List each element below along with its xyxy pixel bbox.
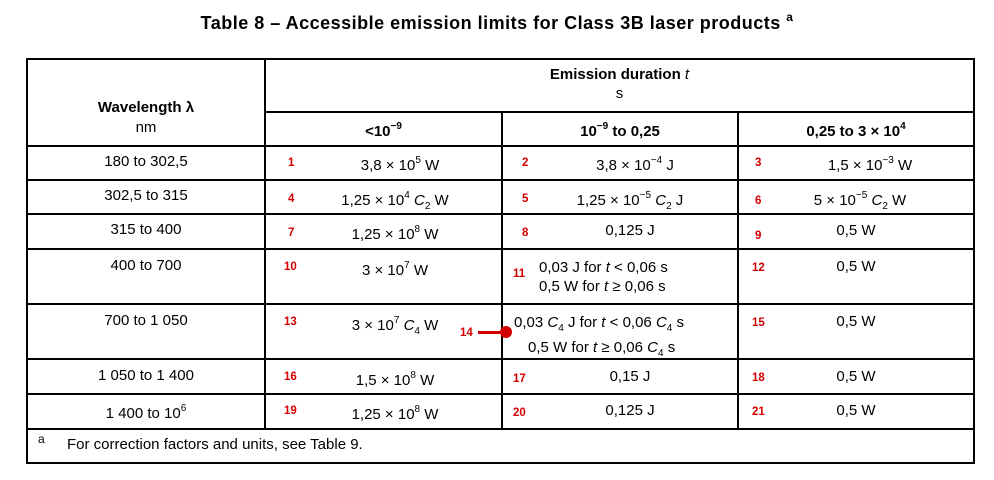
footnote-mark: a: [38, 432, 45, 446]
cell-number: 15: [752, 317, 765, 329]
cell-number: 18: [752, 372, 765, 384]
cell-number: 1: [288, 157, 295, 169]
wavelength-cell: 302,5 to 315: [104, 187, 188, 204]
limit-value: 3,8 × 105 W: [360, 155, 440, 174]
limit-value: 1,5 × 10−3 W: [827, 155, 913, 174]
pointer-arrow-dot: [500, 326, 512, 338]
limit-value: 1,25 × 108 W: [351, 404, 439, 423]
limit-value: 0,5 W: [836, 402, 876, 419]
wavelength-unit: nm: [135, 119, 157, 136]
cell-number: 10: [284, 261, 297, 273]
wavelength-cell: 315 to 400: [110, 221, 182, 238]
cell-number: 4: [288, 193, 295, 205]
footnote-text: For correction factors and units, see Ta…: [67, 436, 363, 453]
cell-number: 13: [284, 316, 297, 328]
limit-value: 5 × 10−5 C2 W: [813, 190, 907, 212]
wavelength-header: Wavelength λ: [97, 99, 195, 116]
limit-value: 0,125 J: [605, 402, 655, 419]
cell-number: 7: [288, 227, 295, 239]
wavelength-cell: 400 to 700: [110, 257, 182, 274]
pointer-arrow-line: [478, 331, 506, 334]
limit-value: 0,15 J: [609, 368, 651, 385]
limit-value: 1,5 × 108 W: [355, 370, 435, 389]
table-title: Table 8 – Accessible emission limits for…: [200, 10, 794, 33]
cell-number: 8: [522, 227, 529, 239]
cell-number: 11: [513, 268, 526, 280]
wavelength-cell: 700 to 1 050: [104, 312, 188, 329]
limit-value: 0,125 J: [605, 222, 655, 239]
emission-duration-header: Emission duration t: [549, 66, 690, 83]
cell-number: 16: [284, 371, 297, 383]
limit-value: 3,8 × 10−4 J: [596, 155, 674, 174]
limit-value: 0,5 W: [836, 258, 876, 275]
cell-number: 19: [284, 405, 297, 417]
cell-number: 3: [755, 157, 762, 169]
col-header-2: 10−9 to 0,25: [580, 121, 660, 140]
limit-value: 0,5 W: [836, 368, 876, 385]
limit-value: 1,25 × 108 W: [351, 224, 439, 243]
emission-duration-unit: s: [615, 85, 624, 102]
wavelength-cell: 1 050 to 1 400: [98, 367, 194, 384]
cell-number: 20: [513, 407, 526, 419]
cell-number: 14: [460, 327, 473, 339]
cell-number: 6: [755, 195, 762, 207]
wavelength-cell: 180 to 302,5: [104, 153, 188, 170]
limit-value: 1,25 × 10−5 C2 J: [576, 190, 684, 212]
limit-value: 1,25 × 104 C2 W: [341, 190, 449, 212]
col-header-1: <10−9: [365, 121, 402, 140]
cell-number: 2: [522, 157, 529, 169]
cell-number: 12: [752, 262, 765, 274]
limit-value: 0,03 C4 J for t < 0,06 C4 s 0,5 W for t …: [514, 314, 685, 359]
cell-number: 5: [522, 193, 529, 205]
wavelength-cell: 1 400 to 106: [105, 403, 187, 422]
limit-value: 3 × 107 C4 W: [351, 315, 439, 337]
limit-value: 3 × 107 W: [361, 260, 428, 279]
limit-value: 0,5 W: [836, 222, 876, 239]
cell-number: 9: [755, 230, 762, 242]
cell-number: 21: [752, 406, 765, 418]
col-header-3: 0,25 to 3 × 104: [806, 121, 906, 140]
limit-value: 0,5 W: [836, 313, 876, 330]
cell-number: 17: [513, 373, 526, 385]
limit-value: 0,03 J for t < 0,06 s 0,5 W for t ≥ 0,06…: [539, 259, 668, 295]
